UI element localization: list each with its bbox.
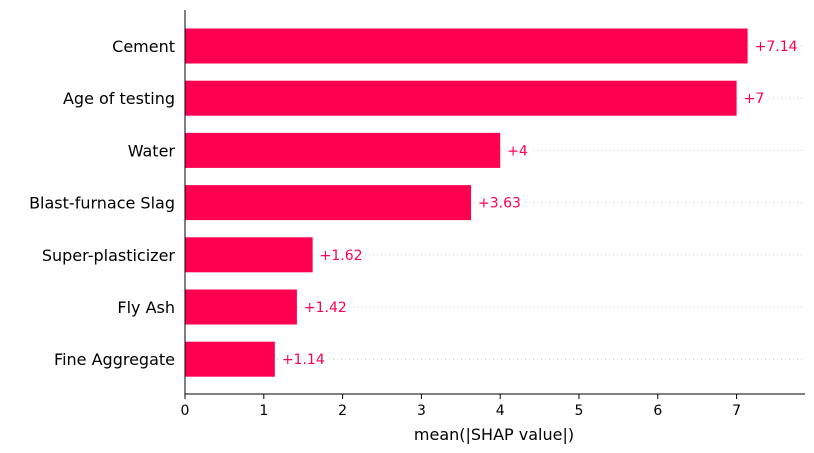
x-axis-title: mean(|SHAP value|) [414, 425, 574, 444]
category-label: Fine Aggregate [54, 350, 175, 369]
bars [185, 28, 748, 377]
bar [185, 185, 472, 221]
value-label: +1.14 [282, 352, 325, 368]
value-labels: +7.14 +7 +4 +3.63 +1.62 +1.42 +1.14 [279, 39, 800, 369]
value-label-backing [279, 352, 327, 369]
x-tick-label: 6 [653, 403, 662, 419]
category-label: Cement [112, 37, 175, 56]
x-ticks: 0 1 2 3 4 5 6 7 [181, 394, 741, 419]
value-label-backing [752, 39, 800, 55]
category-labels: Cement Age of testing Water Blast-furnace S… [29, 37, 175, 369]
value-label: +7 [744, 91, 765, 107]
x-tick-label: 2 [338, 403, 347, 419]
value-label-backing [317, 247, 365, 264]
x-tick-label: 1 [259, 403, 268, 419]
x-tick-label: 3 [417, 403, 426, 419]
bar [185, 80, 737, 116]
value-label-backing [476, 195, 523, 212]
x-tick-label: 5 [575, 403, 584, 419]
value-label-backing [505, 143, 530, 160]
category-label: Super-plasticizer [42, 246, 176, 265]
bar [185, 132, 501, 168]
bar [185, 289, 297, 325]
bar [185, 341, 275, 377]
value-label: +4 [507, 143, 528, 159]
x-tick-label: 7 [732, 403, 741, 419]
value-label: +3.63 [478, 196, 521, 212]
value-label-backing [301, 300, 349, 316]
value-label: +1.62 [320, 248, 363, 264]
bar [185, 28, 748, 64]
value-label: +7.14 [755, 39, 798, 55]
category-label: Fly Ash [117, 298, 175, 317]
value-label: +1.42 [304, 300, 347, 316]
bar [185, 237, 313, 273]
category-label: Age of testing [63, 89, 175, 108]
x-tick-label: 0 [181, 403, 190, 419]
value-label-backing [741, 91, 767, 108]
category-label: Blast-furnace Slag [29, 194, 175, 213]
category-label: Water [128, 141, 176, 160]
x-tick-label: 4 [496, 403, 505, 419]
